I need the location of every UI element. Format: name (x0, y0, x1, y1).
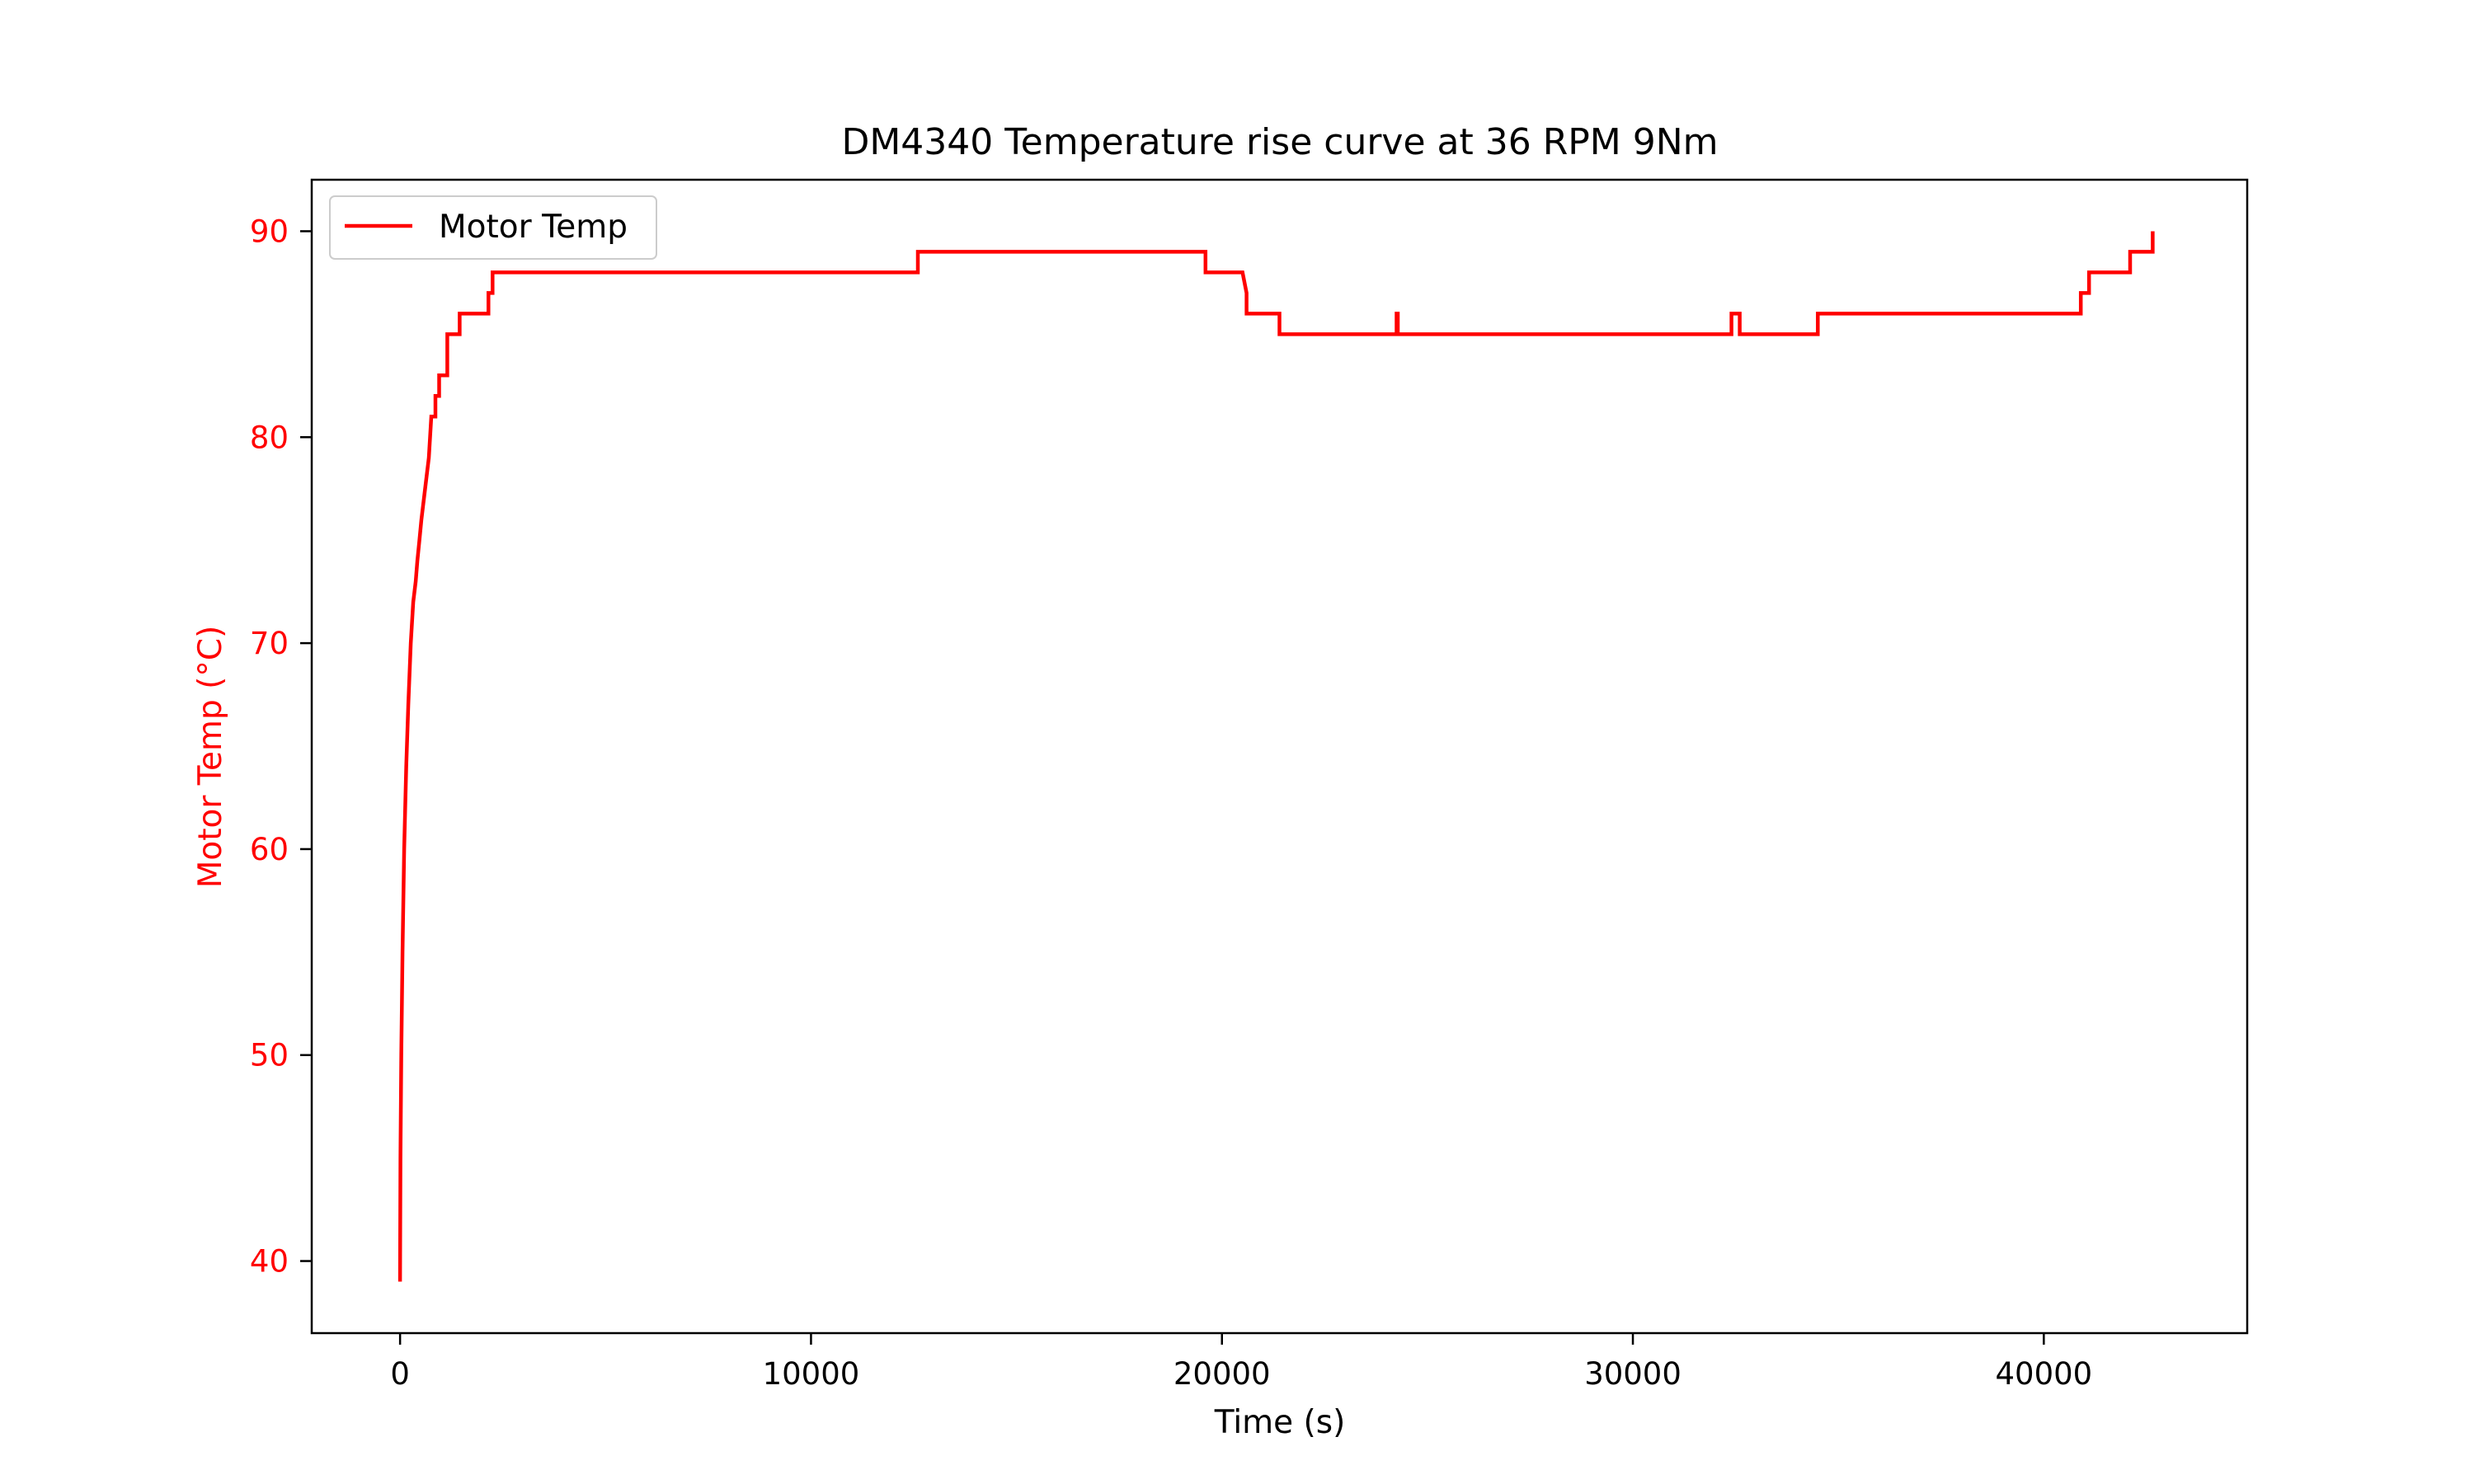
legend-box (329, 195, 657, 260)
y-tick-label: 50 (250, 1038, 289, 1073)
x-tick-label: 20000 (1174, 1356, 1271, 1392)
x-tick-label: 30000 (1584, 1356, 1681, 1392)
plot-frame (310, 178, 2249, 1335)
x-axis-label: Time (s) (1214, 1404, 1346, 1441)
y-tick-label: 60 (250, 832, 289, 867)
x-tick-label: 40000 (1995, 1356, 2092, 1392)
y-tick-label: 40 (250, 1244, 289, 1280)
y-tick-label: 90 (250, 214, 289, 249)
chart-title: DM4340 Temperature rise curve at 36 RPM … (841, 121, 1718, 163)
series-line-motor-temp (397, 231, 2155, 1282)
legend-label-motor-temp: Motor Temp (439, 209, 628, 246)
legend: Motor Temp (329, 195, 657, 260)
x-tick-label: 0 (390, 1356, 410, 1392)
series-layer (397, 231, 2155, 1282)
x-tick-label: 10000 (763, 1356, 860, 1392)
tick-marks: 0 10000 20000 30000 40000 40 50 60 70 80 90 (250, 214, 2092, 1392)
y-tick-label: 70 (250, 626, 289, 661)
y-axis-label: Motor Temp (°C) (192, 626, 229, 889)
y-tick-label: 80 (250, 420, 289, 455)
